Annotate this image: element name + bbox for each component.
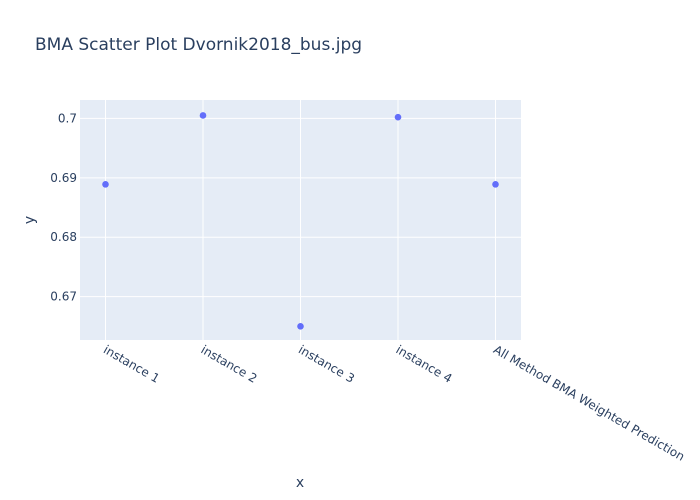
x-tick-label: instance 3 bbox=[296, 342, 357, 385]
y-tick-label: 0.68 bbox=[50, 230, 77, 244]
x-axis-label: x bbox=[296, 475, 304, 491]
y-tick-label: 0.67 bbox=[50, 290, 77, 304]
x-tick-labels: instance 1 instance 2 instance 3 instance 4… bbox=[101, 342, 687, 463]
x-tick-label: instance 2 bbox=[199, 342, 260, 385]
chart-title: BMA Scatter Plot Dvornik2018_bus.jpg bbox=[35, 35, 362, 55]
data-point[interactable] bbox=[102, 181, 109, 188]
data-point[interactable] bbox=[297, 323, 304, 330]
gridlines bbox=[80, 100, 521, 340]
x-tick-label: instance 1 bbox=[101, 342, 162, 385]
x-tick-label: All Method BMA Weighted Prediction bbox=[491, 342, 687, 463]
y-tick-label: 0.69 bbox=[50, 171, 77, 185]
data-point[interactable] bbox=[199, 112, 207, 119]
data-point[interactable] bbox=[394, 113, 402, 121]
data-points bbox=[102, 112, 499, 330]
y-tick-label: 0.7 bbox=[58, 111, 77, 125]
x-tick-label: instance 4 bbox=[394, 342, 455, 385]
data-point[interactable] bbox=[492, 181, 499, 188]
y-axis-label: y bbox=[22, 216, 38, 224]
y-tick-labels: 0.67 0.68 0.69 0.7 bbox=[50, 111, 77, 303]
